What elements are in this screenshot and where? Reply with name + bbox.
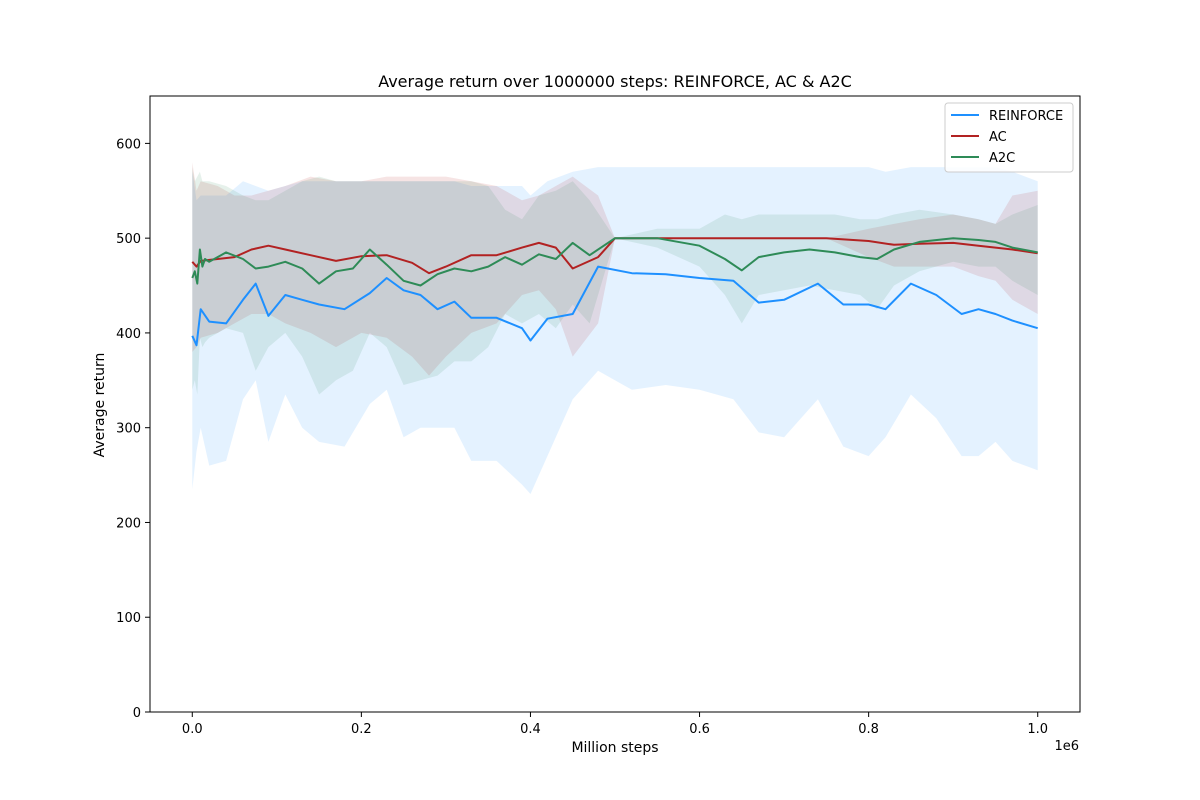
- y-tick-label: 0: [133, 706, 141, 721]
- y-tick-label: 400: [116, 327, 141, 342]
- y-axis-ticks: 0 100 200 300 400 500 600: [116, 137, 150, 721]
- legend-label-a2c: A2C: [989, 151, 1015, 166]
- x-tick-label: 0.2: [351, 722, 372, 737]
- y-tick-label: 200: [116, 516, 141, 531]
- band-reinforce: [192, 167, 1038, 494]
- series-lines: [191, 237, 1038, 347]
- legend-label-ac: AC: [989, 130, 1007, 145]
- y-tick-label: 500: [116, 232, 141, 247]
- x-tick-label: 0.4: [520, 722, 541, 737]
- chart-title: Average return over 1000000 steps: REINF…: [378, 72, 852, 91]
- plot-frame: [149, 95, 1081, 713]
- x-axis-offset-label: 1e6: [1054, 739, 1079, 754]
- y-axis-label: Average return: [92, 353, 108, 458]
- series-line-a2c: [191, 237, 1038, 287]
- x-axis-label: Million steps: [571, 740, 658, 756]
- y-tick-label: 600: [116, 137, 141, 152]
- legend: REINFORCE AC A2C: [944, 102, 1074, 173]
- series-line-ac: [191, 237, 1038, 275]
- confidence-bands: [192, 162, 1038, 494]
- x-tick-label: 1.0: [1027, 722, 1048, 737]
- y-tick-label: 100: [116, 611, 141, 626]
- x-axis-ticks: 0.0 0.2 0.4 0.6 0.8 1.0: [182, 712, 1048, 737]
- x-tick-label: 0.8: [858, 722, 879, 737]
- x-tick-label: 0.0: [182, 722, 203, 737]
- legend-label-reinforce: REINFORCE: [989, 109, 1063, 124]
- x-tick-label: 0.6: [689, 722, 710, 737]
- band-a2c: [192, 167, 1038, 395]
- y-tick-label: 300: [116, 422, 141, 437]
- band-ac: [192, 162, 1038, 376]
- series-line-reinforce: [191, 265, 1038, 347]
- legend-box: [944, 102, 1074, 173]
